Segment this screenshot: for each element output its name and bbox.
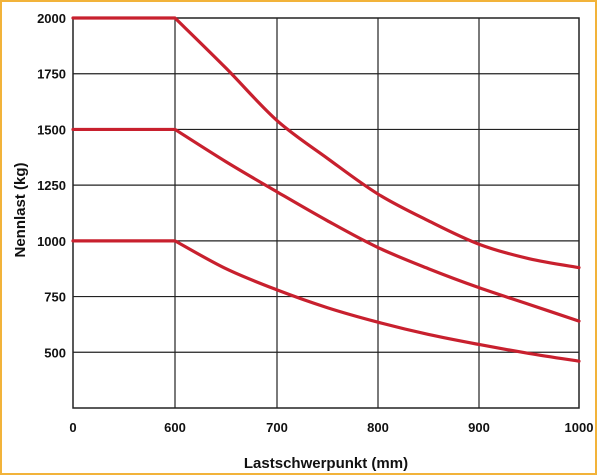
y-tick-label: 750 <box>44 290 66 305</box>
series-line-2 <box>71 127 581 323</box>
y-tick-label: 1000 <box>37 234 66 249</box>
x-tick-label: 0 <box>69 420 76 435</box>
x-axis-label: Lastschwerpunkt (mm) <box>244 455 408 472</box>
x-tick-label: 1000 <box>565 420 594 435</box>
x-tick-label: 800 <box>367 420 389 435</box>
x-tick-label: 600 <box>164 420 186 435</box>
y-tick-label: 1250 <box>37 178 66 193</box>
y-tick-label: 1750 <box>37 67 66 82</box>
plot-border <box>72 17 580 409</box>
y-tick-label: 2000 <box>37 11 66 26</box>
tick-layer: 0 600 700 800 900 1000 500 750 1000 1250 1500 1750 2… <box>37 11 593 435</box>
y-axis-label: Nennlast (kg) <box>12 162 29 257</box>
y-tick-label: 1500 <box>37 122 66 137</box>
series-layer <box>71 16 581 363</box>
series-line-1 <box>71 16 581 270</box>
y-tick-label: 500 <box>44 345 66 360</box>
x-tick-label: 900 <box>468 420 490 435</box>
series-line-3 <box>71 239 581 363</box>
x-tick-label: 700 <box>266 420 288 435</box>
